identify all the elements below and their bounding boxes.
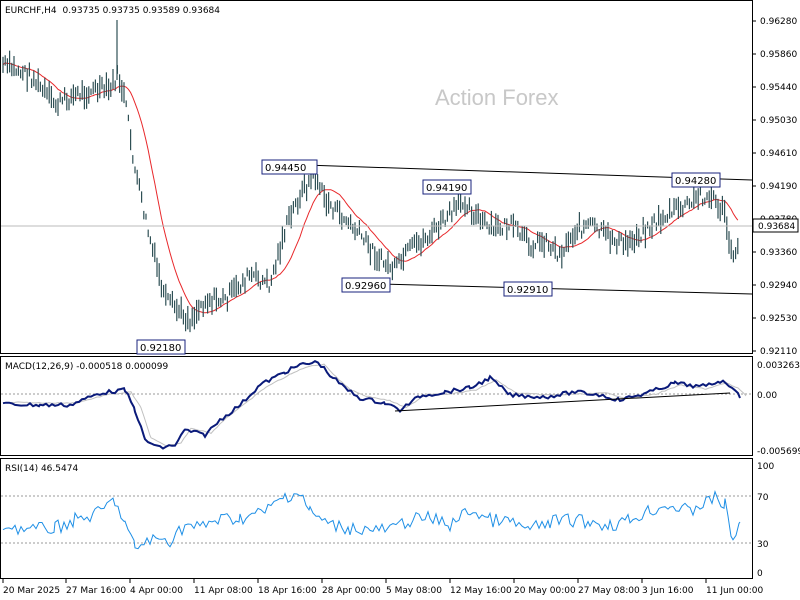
annotation-label: 0.94450 bbox=[265, 163, 306, 174]
x-tick-label: 5 May 08:00 bbox=[386, 586, 442, 596]
price-tick-label: 0.93360 bbox=[760, 248, 797, 258]
x-tick-label: 20 Mar 2025 bbox=[3, 586, 60, 596]
annotation-0.92960: 0.92960 bbox=[341, 277, 391, 293]
rsi-line bbox=[2, 490, 741, 550]
macd-trend-line bbox=[394, 392, 731, 412]
annotation-label: 0.94190 bbox=[426, 183, 467, 194]
x-axis: 20 Mar 2025 27 Mar 16:00 4 Apr 00:00 11 Apr… bbox=[2, 579, 763, 596]
macd-tick: -0.005699 bbox=[757, 447, 800, 457]
x-tick-label: 28 Apr 00:00 bbox=[322, 586, 381, 596]
x-tick-label: 11 Apr 08:00 bbox=[194, 586, 253, 596]
price-bars bbox=[2, 20, 739, 333]
annotation-0.94450: 0.94450 bbox=[261, 159, 318, 175]
x-tick-label: 27 Mar 16:00 bbox=[66, 586, 126, 596]
annotation-label: 0.92180 bbox=[140, 343, 181, 354]
lower-channel-line bbox=[379, 283, 753, 295]
price-tick-label: 0.92110 bbox=[760, 347, 797, 357]
macd-line bbox=[2, 360, 741, 450]
last-price-tag: 0.93684 bbox=[752, 218, 799, 233]
rsi-tick: 0 bbox=[757, 569, 763, 579]
price-tick-label: 0.92940 bbox=[760, 281, 797, 291]
last-price-value: 0.93684 bbox=[758, 222, 795, 232]
price-tick-label: 0.95860 bbox=[760, 50, 797, 60]
price-tick-label: 0.92530 bbox=[760, 314, 797, 324]
price-panel bbox=[0, 0, 753, 354]
x-tick-label: 12 May 16:00 bbox=[450, 586, 512, 596]
rsi-title: RSI(14) 46.5474 bbox=[5, 464, 78, 474]
price-tick-label: 0.94610 bbox=[760, 149, 797, 159]
watermark: Action Forex bbox=[435, 85, 559, 110]
symbol-label: EURCHF,H4 bbox=[5, 6, 57, 16]
price-y-axis: 0.96280 0.95860 0.95440 0.95030 0.94610 0.941… bbox=[752, 17, 797, 357]
macd-y-axis: 0.003263 0.00 -0.005699 bbox=[757, 361, 800, 457]
x-tick-label: 20 May 00:00 bbox=[514, 586, 576, 596]
moving-average bbox=[2, 61, 739, 314]
macd-title: MACD(12,26,9) -0.000518 0.000099 bbox=[5, 362, 168, 372]
rsi-tick: 100 bbox=[757, 462, 774, 472]
annotation-0.94280: 0.94280 bbox=[671, 172, 721, 188]
macd-tick: 0.00 bbox=[757, 391, 777, 401]
x-tick-label: 11 Jun 00:00 bbox=[706, 586, 763, 596]
ohlc-label: 0.93735 0.93735 0.93589 0.93684 bbox=[63, 6, 221, 16]
x-tick-label: 18 Apr 16:00 bbox=[258, 586, 317, 596]
annotation-0.94190: 0.94190 bbox=[422, 179, 472, 195]
annotation-0.92910: 0.92910 bbox=[503, 281, 553, 297]
x-tick-label: 3 Jun 16:00 bbox=[642, 586, 694, 596]
rsi-y-axis: 100 70 30 0 bbox=[757, 462, 774, 579]
annotation-0.92180: 0.92180 bbox=[136, 339, 186, 355]
annotation-label: 0.94280 bbox=[675, 176, 716, 187]
x-tick-label: 4 Apr 00:00 bbox=[130, 586, 183, 596]
rsi-tick: 70 bbox=[757, 493, 769, 503]
macd-panel bbox=[0, 356, 753, 456]
ma-path bbox=[2, 61, 739, 314]
annotation-label: 0.92910 bbox=[507, 285, 548, 296]
price-header: EURCHF,H4 0.93735 0.93735 0.93589 0.9368… bbox=[5, 6, 220, 16]
price-tick-label: 0.95030 bbox=[760, 116, 797, 126]
rsi-tick: 30 bbox=[757, 540, 769, 550]
price-tick-label: 0.95440 bbox=[760, 83, 797, 93]
annotation-label: 0.92960 bbox=[345, 281, 386, 292]
price-tick-label: 0.96280 bbox=[760, 17, 797, 27]
rsi-panel bbox=[0, 458, 753, 579]
x-tick-label: 27 May 08:00 bbox=[578, 586, 640, 596]
price-tick-label: 0.94190 bbox=[760, 182, 797, 192]
macd-tick: 0.003263 bbox=[757, 361, 800, 371]
